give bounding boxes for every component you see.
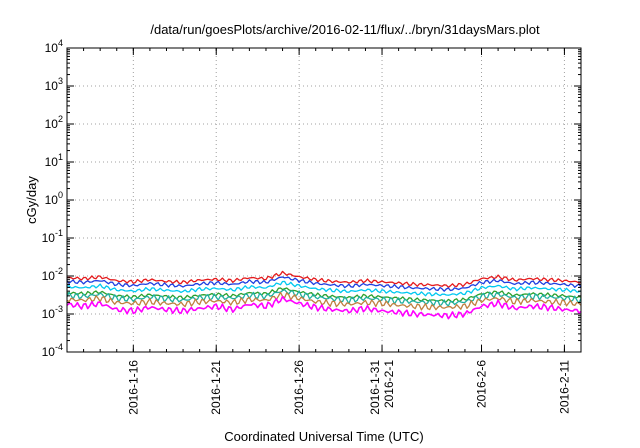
y-tick-label: 10-2: [42, 266, 63, 283]
series-line: [66, 289, 582, 307]
y-tick-label: 10-4: [42, 342, 63, 359]
axis-ticks: [66, 47, 582, 353]
x-tick-label: 2016-2-1: [382, 360, 396, 408]
y-tick-label: 100: [45, 190, 63, 207]
chart-title: /data/run/goesPlots/archive/2016-02-11/f…: [150, 22, 540, 37]
x-axis-label: Coordinated Universal Time (UTC): [224, 429, 423, 444]
x-tick-labels: 2016-1-16 2016-1-21 2016-1-26 2016-1-31 2016…: [126, 360, 571, 415]
y-tick-label: 10-1: [42, 228, 63, 245]
series-line: [66, 295, 582, 320]
x-tick-label: 2016-1-16: [126, 360, 140, 415]
y-tick-label: 103: [45, 76, 63, 93]
x-tick-label: 2016-2-11: [557, 360, 571, 414]
x-tick-label: 2016-1-31: [368, 360, 382, 415]
series-line: [66, 291, 582, 311]
y-tick-label: 10-3: [42, 304, 63, 321]
y-tick-label: 102: [45, 114, 63, 131]
series-line: [66, 270, 582, 288]
x-tick-label: 2016-1-26: [292, 360, 306, 415]
series-line: [66, 280, 582, 297]
series-group: [66, 270, 582, 320]
x-tick-label: 2016-1-21: [209, 360, 223, 415]
y-axis-label: cGy/day: [24, 176, 39, 224]
y-tick-label: 101: [45, 152, 63, 169]
grid: [67, 48, 581, 352]
x-tick-label: 2016-2-6: [475, 360, 489, 408]
y-tick-labels: 10-4 10-3 10-2 10-1 100 101 102 103 104: [42, 38, 63, 359]
series-line: [66, 276, 582, 292]
y-tick-label: 104: [45, 38, 63, 55]
